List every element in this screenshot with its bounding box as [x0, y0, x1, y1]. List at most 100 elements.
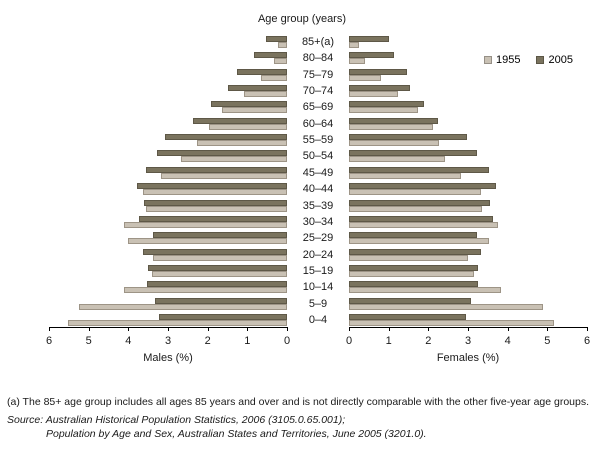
chart-legend: 1955 2005	[484, 54, 573, 66]
age-group-label-70–74: 70–74	[302, 85, 334, 97]
bar-females-1955-70–74	[349, 91, 399, 97]
bar-females-1955-75–79	[349, 75, 382, 81]
bar-males-2005-5–9	[154, 298, 287, 304]
source-line-1: Source: Australian Historical Population…	[7, 414, 346, 426]
age-group-label-30–34: 30–34	[302, 216, 334, 228]
females-axis-tick-2	[428, 327, 430, 331]
bar-males-2005-25–29	[152, 232, 287, 238]
age-group-label-25–29: 25–29	[302, 232, 334, 244]
age-group-label-60–64: 60–64	[302, 118, 334, 130]
males-axis-tick-6	[49, 327, 50, 331]
females-axis-tick-0	[349, 327, 350, 331]
legend-label-1955: 1955	[496, 54, 521, 66]
bar-females-1955-20–24	[349, 255, 469, 261]
bar-females-2005-20–24	[349, 249, 482, 255]
females-axis-tick-label-0: 0	[345, 335, 353, 347]
males-axis-tick-label-0: 0	[283, 335, 291, 347]
bar-males-1955-25–29	[127, 238, 287, 244]
age-group-label-45–49: 45–49	[302, 167, 334, 179]
legend-swatch-2005-icon	[536, 56, 545, 64]
bar-females-1955-25–29	[349, 238, 489, 244]
bar-females-1955-0–4	[349, 320, 554, 326]
females-axis-tick-3	[468, 327, 469, 331]
males-axis-tick-label-5: 5	[85, 335, 92, 347]
bar-females-2005-70–74	[349, 85, 411, 91]
population-pyramid-chart: Age group (years) 1955 2005 85+(a) 80–84 7…	[45, 13, 591, 364]
bar-females-2005-55–59	[349, 134, 467, 140]
legend-swatch-1955-icon	[484, 56, 492, 64]
males-axis-tick-label-6: 6	[45, 335, 53, 347]
bar-females-2005-65–69	[349, 101, 424, 107]
females-axis-tick-label-5: 5	[544, 335, 551, 347]
bar-females-2005-50–54	[349, 150, 477, 156]
bar-females-2005-30–34	[349, 216, 493, 222]
bar-males-2005-75–79	[237, 69, 287, 75]
bar-males-2005-65–69	[210, 101, 287, 107]
age-group-label-15–19: 15–19	[302, 265, 334, 277]
bar-females-1955-40–44	[349, 189, 482, 195]
bar-females-1955-80–84	[349, 58, 365, 64]
bar-females-2005-60–64	[349, 118, 438, 124]
bar-females-1955-55–59	[349, 140, 439, 146]
bar-males-1955-15–19	[151, 271, 287, 277]
females-axis-tick-label-6: 6	[583, 335, 591, 347]
bar-males-2005-50–54	[157, 150, 287, 156]
bar-males-2005-70–74	[227, 85, 287, 91]
age-group-label-10–14: 10–14	[302, 281, 334, 293]
bar-males-1955-50–54	[181, 156, 287, 162]
males-axis-tick-2	[207, 327, 209, 331]
males-axis-tick-5	[88, 327, 90, 331]
age-group-label-80–84: 80–84	[302, 52, 334, 64]
bar-females-1955-15–19	[349, 271, 474, 277]
bar-males-1955-65–69	[221, 107, 287, 113]
bar-males-2005-20–24	[143, 249, 287, 255]
age-group-label-65–69: 65–69	[302, 101, 334, 113]
bar-females-2005-5–9	[349, 298, 472, 304]
males-axis-tick-label-3: 3	[164, 335, 172, 347]
bar-females-1955-10–14	[349, 287, 501, 293]
age-group-label-35–39: 35–39	[302, 200, 334, 212]
bar-females-1955-35–39	[349, 206, 482, 212]
bar-males-2005-40–44	[137, 183, 287, 189]
bar-females-1955-50–54	[349, 156, 445, 162]
age-group-label-55–59: 55–59	[302, 134, 334, 146]
age-group-label-40–44: 40–44	[302, 183, 334, 195]
age-group-label-5–9: 5–9	[308, 298, 328, 310]
bar-females-2005-10–14	[349, 281, 478, 287]
bar-males-1955-45–49	[160, 173, 287, 179]
bar-females-1955-60–64	[349, 124, 434, 130]
bar-females-1955-45–49	[349, 173, 461, 179]
females-axis-tick-5	[547, 327, 549, 331]
bar-males-1955-30–34	[124, 222, 287, 228]
bar-females-2005-75–79	[349, 69, 407, 75]
bar-males-2005-30–34	[139, 216, 287, 222]
age-group-label-0–4: 0–4	[308, 314, 328, 326]
bar-females-1955-30–34	[349, 222, 499, 228]
bar-females-2005-0–4	[349, 314, 466, 320]
bar-males-2005-15–19	[147, 265, 287, 271]
bar-females-1955-5–9	[349, 304, 543, 310]
bar-males-1955-0–4	[68, 320, 287, 326]
legend-item-1955: 1955	[484, 54, 520, 66]
footnote-85plus: (a) The 85+ age group includes all ages …	[7, 396, 590, 408]
bar-males-2005-45–49	[145, 167, 287, 173]
source-line-2: Population by Age and Sex, Australian St…	[46, 428, 427, 440]
males-axis-tick-4	[128, 327, 130, 331]
males-axis-tick-label-1: 1	[244, 335, 251, 347]
age-group-label-85+(a): 85+(a)	[301, 36, 335, 48]
males-axis-tick-label-4: 4	[125, 335, 132, 347]
bar-males-2005-35–39	[143, 200, 287, 206]
age-group-label-75–79: 75–79	[302, 69, 334, 81]
females-axis-tick-4	[507, 327, 509, 331]
bar-males-1955-10–14	[123, 287, 287, 293]
females-axis-tick-label-4: 4	[504, 335, 511, 347]
age-group-label-50–54: 50–54	[302, 150, 334, 162]
males-axis-tick-3	[168, 327, 169, 331]
bar-females-1955-65–69	[349, 107, 419, 113]
legend-label-2005: 2005	[548, 54, 573, 66]
females-axis-tick-1	[388, 327, 390, 331]
bar-males-2005-10–14	[146, 281, 287, 287]
bar-males-2005-80–84	[253, 52, 287, 58]
legend-item-2005: 2005	[536, 54, 573, 66]
bar-males-1955-20–24	[153, 255, 287, 261]
